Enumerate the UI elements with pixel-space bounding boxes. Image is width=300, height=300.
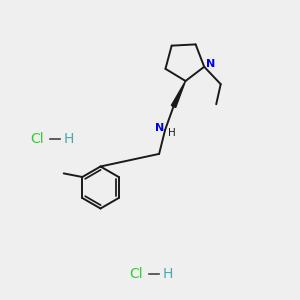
Text: Cl: Cl bbox=[31, 132, 44, 146]
Text: N: N bbox=[155, 123, 164, 133]
Text: N: N bbox=[206, 59, 215, 69]
Polygon shape bbox=[171, 81, 185, 107]
Text: H: H bbox=[64, 132, 74, 146]
Text: H: H bbox=[163, 267, 173, 281]
Text: H: H bbox=[168, 128, 176, 138]
Text: Cl: Cl bbox=[130, 267, 143, 281]
